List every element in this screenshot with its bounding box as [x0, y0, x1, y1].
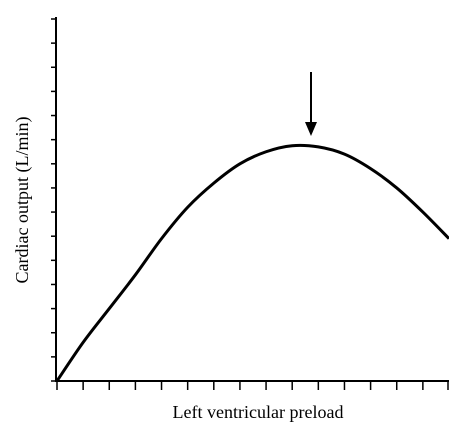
arrow — [305, 72, 317, 136]
curve — [55, 143, 449, 382]
y-axis-label: Cardiac output (L/min) — [12, 117, 33, 284]
x-axis-label: Left ventricular preload — [173, 402, 344, 422]
